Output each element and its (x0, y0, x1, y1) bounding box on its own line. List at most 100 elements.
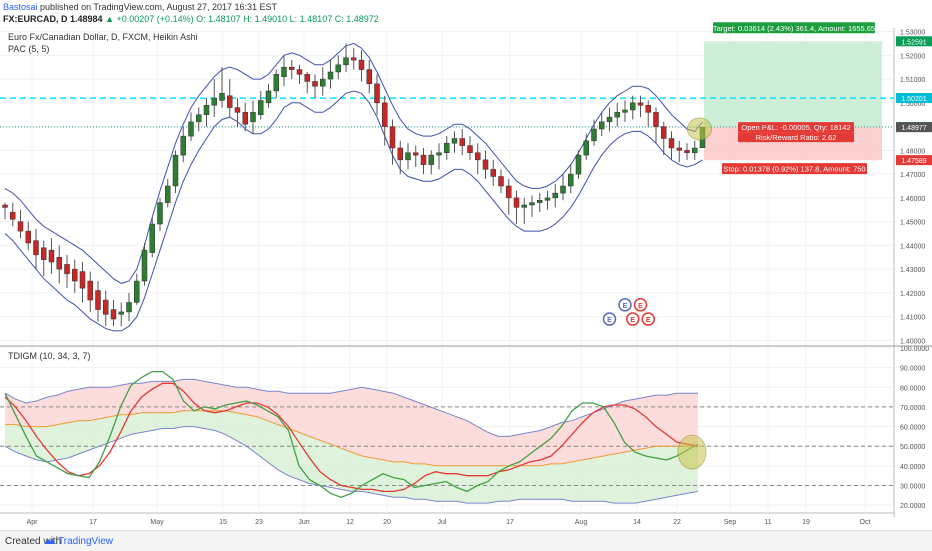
candle-body (676, 147, 682, 151)
candle-body (684, 150, 690, 153)
candle-body (289, 66, 295, 70)
candle-body (25, 230, 31, 244)
candle-body (227, 95, 233, 108)
lower-band-line (4, 426, 699, 504)
candle-body (436, 152, 442, 156)
candle-body (428, 154, 434, 165)
tradingview-brand-link[interactable]: TradingView (58, 536, 114, 547)
event-icon-label: E (638, 303, 643, 310)
price-tick-label: 1.46000 (900, 196, 925, 203)
event-icon (633, 298, 648, 312)
price-tick-label: 1.43000 (900, 267, 925, 274)
event-icon-label: E (623, 303, 628, 310)
event-icon-label: E (646, 317, 651, 324)
price-tick-label: 1.44000 (900, 243, 925, 250)
time-tick-label: May (150, 519, 164, 526)
stop-label-bg (722, 163, 867, 175)
candle-body (614, 112, 620, 118)
candle-body (544, 197, 551, 201)
candle-body (568, 173, 574, 187)
candle-body (118, 311, 124, 315)
candle-body (506, 185, 512, 199)
stop-label: Stop: 0.01378 (0.92%) 137.8, Amount: 750 (723, 165, 865, 174)
candle-body (444, 142, 450, 153)
chart-header: Bastosai published on TradingView.com, A… (0, 0, 932, 28)
symbol-name[interactable]: FX:EURCAD, D (3, 14, 68, 24)
candle-body (312, 81, 318, 87)
candle-body (141, 249, 148, 282)
price-change: +0.00207 (+0.14%) (116, 14, 194, 24)
candle-body (467, 145, 473, 153)
candle-body (234, 107, 241, 113)
risk-reward-label: Risk/Reward Ratio: 2.62 (756, 133, 837, 142)
candle-body (72, 268, 78, 282)
candle-body (250, 112, 256, 123)
price-tick-label: 1.45000 (900, 220, 925, 227)
candle-body (211, 97, 217, 106)
price-tick-label: 1.41000 (900, 315, 925, 322)
price-axis-tag: 1.52591 (901, 39, 926, 46)
candle-body (273, 74, 279, 92)
last-price: 1.48984 (70, 14, 103, 24)
time-tick-label: Sep (724, 519, 737, 526)
candle-body (33, 240, 39, 256)
candle-body (560, 185, 566, 194)
time-tick-label: 12 (346, 519, 354, 526)
candle-body (172, 154, 179, 187)
candle-body (2, 204, 8, 208)
candle-body (521, 204, 527, 208)
candle-body (327, 71, 334, 80)
candle-body (196, 114, 202, 123)
event-icon (602, 312, 617, 326)
candle-body (265, 90, 272, 104)
candle-body (180, 135, 186, 156)
publish-info: Bastosai published on TradingView.com, A… (3, 1, 277, 13)
ohlc-values: O: 1.48107 H: 1.49010 L: 1.48107 C: 1.48… (196, 14, 379, 24)
candle-body (413, 152, 419, 156)
candle-body (110, 309, 117, 320)
highlight-circle-indicator (677, 434, 707, 470)
candle-body (149, 223, 155, 253)
pnl-label: Open P&L: -0.00005, Qty: 18142 (741, 123, 850, 132)
candle-body (242, 112, 248, 125)
candle-body (537, 200, 543, 203)
target-label: Target: 0.03614 (2.43%) 361.4, Amount: 1… (713, 24, 875, 33)
candle-body (606, 116, 613, 123)
candle-body (459, 138, 465, 146)
candle-body (87, 280, 93, 301)
signal-line (4, 382, 699, 493)
price-axis-tag-bg (896, 155, 932, 166)
time-tick-label: Jul (438, 519, 447, 526)
time-tick-label: 17 (506, 519, 514, 526)
candle-body (343, 57, 349, 66)
price-tick-label: 1.48000 (900, 148, 925, 155)
candle-body (583, 140, 589, 156)
price-axis-tag: 1.50201 (901, 96, 926, 103)
time-tick-label: 19 (802, 519, 810, 526)
author-link[interactable]: Bastosai (3, 2, 38, 12)
candle-body (79, 271, 86, 289)
indicator-tick-label: 90.0000 (900, 366, 925, 373)
candle-body (637, 102, 644, 106)
time-tick-label: 20 (383, 519, 391, 526)
indicator-tick-label: 30.0000 (900, 483, 925, 490)
candle-body (203, 104, 210, 115)
candle-body (397, 147, 403, 161)
pac-indicator-label: PAC (5, 5) (8, 44, 49, 54)
tradingview-logo-icon (45, 538, 55, 544)
event-icon-label: E (607, 317, 612, 324)
candle-body (599, 121, 605, 130)
candle-body (405, 152, 411, 161)
upper-band-fill (5, 379, 698, 466)
candle-body (304, 74, 310, 82)
time-tick-label: 11 (764, 519, 771, 526)
candle-body (591, 128, 597, 142)
candle-body (622, 109, 628, 113)
candle-body (126, 302, 132, 313)
price-axis-tag: 1.47589 (901, 158, 926, 165)
time-tick-label: 23 (255, 519, 263, 526)
candle-body (630, 102, 636, 111)
price-axis-tag: 1.48977 (901, 125, 926, 132)
candle-body (258, 100, 264, 115)
